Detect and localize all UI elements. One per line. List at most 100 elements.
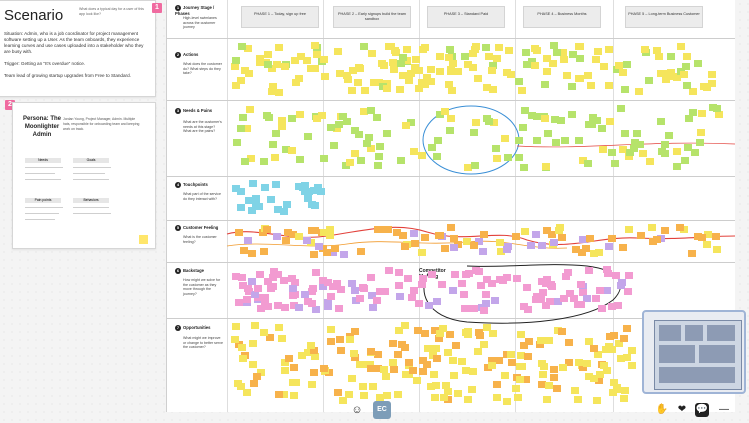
sticky-note[interactable]	[694, 60, 702, 67]
sticky-note[interactable]	[288, 147, 296, 154]
sticky-note[interactable]	[537, 296, 545, 303]
sticky-note[interactable]	[450, 372, 458, 379]
sticky-note[interactable]	[235, 229, 243, 236]
sticky-note[interactable]	[465, 270, 473, 277]
sticky-note[interactable]	[256, 271, 264, 278]
sticky-note[interactable]	[290, 302, 298, 309]
sticky-note[interactable]	[623, 325, 631, 332]
sticky-note[interactable]	[436, 111, 444, 118]
sticky-note[interactable]	[369, 383, 377, 390]
sticky-note[interactable]	[587, 82, 595, 89]
sticky-note[interactable]	[327, 293, 335, 300]
sticky-note[interactable]	[447, 68, 455, 75]
sticky-note[interactable]	[303, 57, 311, 64]
sticky-note[interactable]	[697, 129, 705, 136]
sticky-note[interactable]	[232, 323, 240, 330]
sticky-note[interactable]	[344, 76, 352, 83]
sticky-note[interactable]	[546, 298, 554, 305]
sticky-note[interactable]	[336, 336, 344, 343]
sticky-note[interactable]	[289, 379, 297, 386]
sticky-note[interactable]	[512, 233, 520, 240]
sticky-note[interactable]	[653, 236, 661, 243]
sticky-note[interactable]	[395, 327, 403, 334]
sticky-note[interactable]	[493, 155, 501, 162]
sticky-note[interactable]	[281, 304, 289, 311]
sticky-note[interactable]	[636, 141, 644, 148]
sticky-note[interactable]	[366, 361, 374, 368]
sticky-note[interactable]	[595, 249, 603, 256]
sticky-note[interactable]	[515, 78, 523, 85]
sticky-note[interactable]	[244, 45, 252, 52]
sticky-note[interactable]	[488, 67, 496, 74]
sticky-note[interactable]	[367, 145, 375, 152]
sticky-note[interactable]	[493, 394, 501, 401]
sticky-note[interactable]	[248, 278, 256, 285]
sticky-note[interactable]	[483, 276, 491, 283]
sticky-note[interactable]	[541, 81, 549, 88]
sticky-note[interactable]	[625, 226, 633, 233]
sticky-note[interactable]	[278, 117, 286, 124]
sticky-note[interactable]	[680, 71, 688, 78]
sticky-note[interactable]	[464, 328, 472, 335]
sticky-note[interactable]	[515, 154, 523, 161]
sticky-note[interactable]	[517, 352, 525, 359]
sticky-note[interactable]	[468, 386, 476, 393]
sticky-note[interactable]	[621, 387, 629, 394]
sticky-note[interactable]	[590, 345, 598, 352]
sticky-note[interactable]	[308, 300, 316, 307]
sticky-note[interactable]	[290, 364, 298, 371]
sticky-note[interactable]	[543, 227, 551, 234]
sticky-note[interactable]	[563, 72, 571, 79]
minimap[interactable]	[642, 310, 746, 394]
sticky-note[interactable]	[268, 65, 276, 72]
sticky-note[interactable]	[389, 359, 397, 366]
sticky-note[interactable]	[501, 372, 509, 379]
sticky-note[interactable]	[425, 302, 433, 309]
sticky-note[interactable]	[395, 269, 403, 276]
sticky-note[interactable]	[531, 45, 539, 52]
sticky-note[interactable]	[507, 351, 515, 358]
sticky-note[interactable]	[427, 66, 435, 73]
sticky-note[interactable]	[248, 207, 256, 214]
sticky-note[interactable]	[320, 56, 328, 63]
sticky-note[interactable]	[612, 272, 620, 279]
sticky-note[interactable]	[308, 201, 316, 208]
sticky-note[interactable]	[348, 87, 356, 94]
sticky-note[interactable]	[297, 53, 305, 60]
sticky-note[interactable]	[333, 125, 341, 132]
sticky-note[interactable]	[441, 108, 449, 115]
sticky-note[interactable]	[412, 56, 420, 63]
sticky-note[interactable]	[496, 276, 504, 283]
sticky-note[interactable]	[272, 181, 280, 188]
sticky-note[interactable]	[267, 196, 275, 203]
sticky-note[interactable]	[615, 62, 623, 69]
sticky-note[interactable]	[585, 267, 593, 274]
sticky-note[interactable]	[483, 84, 491, 91]
sticky-note[interactable]	[708, 80, 716, 87]
sticky-note[interactable]	[375, 153, 383, 160]
sticky-note[interactable]	[489, 62, 497, 69]
sticky-note[interactable]	[698, 110, 706, 117]
sticky-note[interactable]	[464, 164, 472, 171]
sticky-note[interactable]	[237, 204, 245, 211]
sticky-note[interactable]	[323, 249, 331, 256]
sticky-note[interactable]	[523, 284, 531, 291]
scenario-card[interactable]: 1 Scenario What does a typical day for a…	[0, 0, 162, 97]
sticky-note[interactable]	[421, 234, 429, 241]
sticky-note[interactable]	[441, 245, 449, 252]
sticky-note[interactable]	[586, 235, 594, 242]
sticky-note[interactable]	[713, 105, 721, 112]
sticky-note[interactable]	[395, 282, 403, 289]
sticky-note[interactable]	[275, 44, 283, 51]
sticky-note[interactable]	[521, 228, 529, 235]
sticky-note[interactable]	[550, 374, 558, 381]
sticky-note[interactable]	[263, 112, 271, 119]
sticky-note[interactable]	[596, 287, 604, 294]
sticky-note[interactable]	[373, 114, 381, 121]
sticky-note[interactable]	[630, 145, 638, 152]
chat-icon[interactable]: 💬	[695, 403, 709, 417]
sticky-note[interactable]	[399, 72, 407, 79]
sticky-note[interactable]	[558, 234, 566, 241]
sticky-note[interactable]	[249, 340, 257, 347]
sticky-note[interactable]	[414, 327, 422, 334]
